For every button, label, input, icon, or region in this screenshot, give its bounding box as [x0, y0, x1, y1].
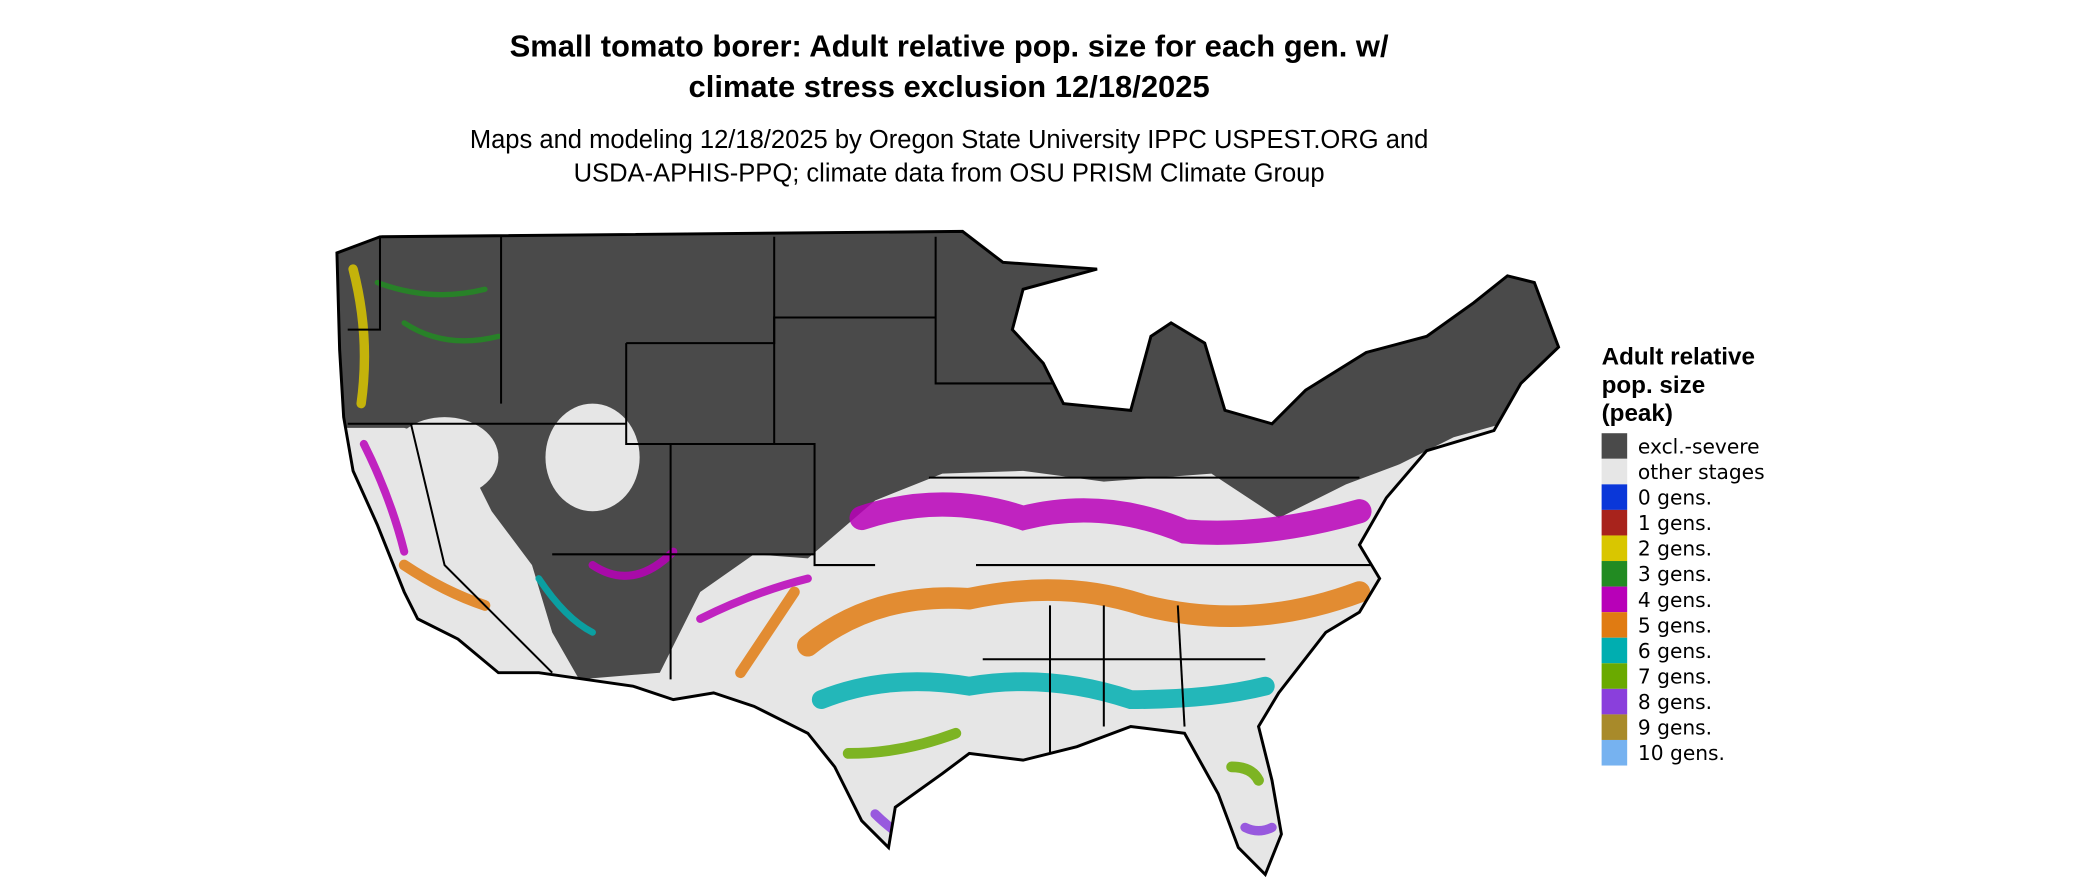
legend-swatch — [1601, 561, 1628, 587]
title-line: climate stress exclusion 12/18/2025 — [689, 69, 1210, 104]
legend-title-line: Adult relative — [1602, 344, 1755, 371]
generation-band — [811, 672, 1275, 710]
state-border — [625, 343, 775, 445]
legend-swatch — [1601, 433, 1628, 459]
legend-swatch — [1601, 484, 1628, 510]
title-line: Small tomato borer: Adult relative pop. … — [510, 29, 1389, 64]
legend-swatch — [1601, 739, 1628, 766]
legend-label: 10 gens. — [1638, 741, 1725, 765]
generation-band — [348, 264, 370, 409]
legend-label: 2 gens. — [1638, 537, 1712, 561]
state-border — [552, 553, 876, 567]
legend-swatch — [1601, 688, 1628, 715]
us-map — [335, 229, 1561, 878]
legend-label: 4 gens. — [1638, 588, 1712, 612]
other-stages-patch — [545, 403, 640, 512]
state-border — [409, 423, 553, 674]
state-border — [934, 236, 1064, 385]
legend-label: 8 gens. — [1638, 690, 1712, 714]
generation-band — [398, 559, 800, 679]
generation-band — [870, 809, 1277, 846]
legend-swatch — [1601, 458, 1628, 485]
legend-swatch — [1601, 509, 1628, 536]
generation-band — [535, 575, 596, 636]
legend-label: 5 gens. — [1638, 613, 1712, 637]
legend-swatch — [1601, 612, 1628, 638]
legend-title-line: (peak) — [1602, 400, 1673, 427]
generation-band — [797, 579, 1371, 657]
state-border — [626, 316, 936, 345]
legend-label: 6 gens. — [1638, 639, 1712, 663]
legend-title-line: pop. size — [1602, 372, 1706, 399]
legend-label: 7 gens. — [1638, 664, 1712, 688]
state-border — [347, 236, 381, 331]
generation-band — [374, 279, 502, 344]
legend-swatch — [1601, 637, 1628, 664]
legend-label: 0 gens. — [1638, 486, 1712, 510]
other-stages-patch — [444, 558, 526, 626]
legend-label: 1 gens. — [1638, 511, 1712, 535]
subtitle-line: USDA-APHIS-PPQ; climate data from OSU PR… — [574, 160, 1325, 188]
us-outline — [335, 229, 1561, 878]
legend-swatch — [1601, 714, 1628, 740]
generation-band — [842, 727, 1264, 786]
generation-band — [359, 439, 812, 623]
legend-label: 9 gens. — [1638, 716, 1712, 740]
other-stages-patch — [390, 417, 499, 498]
subtitle-line: Maps and modeling 12/18/2025 by Oregon S… — [470, 126, 1429, 154]
generation-band — [849, 492, 1372, 545]
legend-label: excl.-severe — [1638, 434, 1760, 458]
legend-swatch — [1601, 586, 1628, 613]
legend-swatch — [1601, 535, 1628, 562]
legend-label: other stages — [1638, 460, 1765, 484]
legend-swatch — [1601, 663, 1628, 689]
state-border — [1176, 605, 1186, 727]
legend-label: 3 gens. — [1638, 562, 1712, 586]
